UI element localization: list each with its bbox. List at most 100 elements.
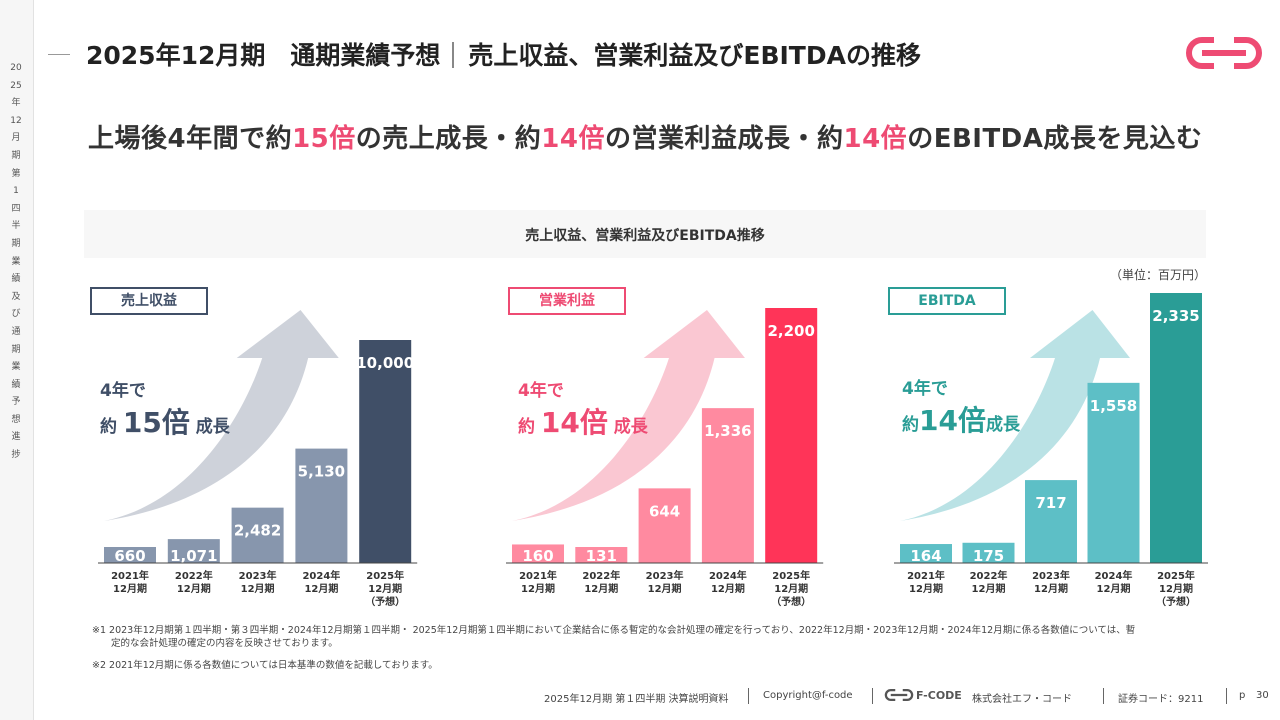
page-title: 2025年12月期 通期業績予想 売上収益、営業利益及びEBITDAの推移 [86, 36, 921, 72]
footnote-2: ※2 2021年12月期に係る各数値については日本基準の数値を記載しております。 [92, 660, 438, 671]
revenue-bar [359, 340, 412, 563]
ebitda-category-label: 12月期 [1034, 582, 1068, 595]
ebitda-chart-label: EBITDA [888, 287, 1006, 315]
revenue-category-label: 2023年 [239, 569, 277, 582]
revenue-value-label: 10,000 [356, 354, 414, 372]
revenue-bar [167, 539, 220, 563]
operating-profit-category-label: 12月期 [648, 582, 682, 595]
revenue-category-label: 2025年 [366, 569, 404, 582]
ebitda-category-label: 2022年 [970, 569, 1008, 582]
headline: 上場後4年間で約15倍の売上成長・約14倍の営業利益成長・約14倍のEBITDA… [88, 118, 1202, 155]
operating-profit-value-label: 644 [649, 502, 680, 520]
growth-multiplier: 15倍 [122, 406, 190, 439]
ebitda-value-label: 1,558 [1090, 397, 1137, 415]
operating-profit-growth-arrow [512, 310, 745, 521]
ebitda-category-label: 12月期 [909, 582, 943, 595]
operating-profit-category-label: 2021年 [519, 569, 557, 582]
operating-profit-bar [701, 408, 754, 563]
ebitda-value-label: 2,335 [1152, 307, 1199, 325]
revenue-bar [104, 547, 156, 563]
ebitda-value-label: 164 [910, 547, 941, 565]
ebitda-bar [962, 542, 1015, 563]
growth-suffix: 成長 [985, 415, 1020, 435]
growth-line-1: 4年で [100, 381, 146, 401]
operating-profit-bar [512, 544, 564, 563]
operating-profit-category-label: 2022年 [582, 569, 620, 582]
sidebar: 2025年12月期 第1四半期業績 及び 通期業績予想進捗 [0, 0, 34, 720]
sidebar-vertical-text: 2025年12月期 第1四半期業績 及び 通期業績予想進捗 [10, 63, 22, 461]
footer-page-prefix: p [1239, 690, 1246, 701]
operating-profit-category-label: 2025年 [772, 569, 810, 582]
headline-text-4: のEBITDA成長を見込む [907, 124, 1203, 154]
footer-separator [1103, 688, 1104, 704]
chart-panel-title: 売上収益、営業利益及びEBITDA推移 [525, 228, 765, 244]
ebitda-bar [1087, 382, 1140, 563]
operating-profit-value-label: 1,336 [704, 422, 751, 440]
headline-text-1: 上場後4年間で約 [88, 124, 293, 154]
unit-label: （単位：百万円） [1110, 268, 1207, 282]
headline-text-2: の売上成長・約 [355, 124, 542, 154]
ebitda-category-label: 2024年 [1095, 569, 1133, 582]
revenue-category-label: 2022年 [175, 569, 213, 582]
growth-suffix: 成長 [189, 417, 230, 437]
growth-prefix: 約 [518, 417, 541, 437]
title-accent-line [48, 54, 70, 55]
ebitda-growth-note: 4年で 約14倍成長 [902, 374, 1020, 439]
footer-stock-code: 証券コード：9211 [1118, 694, 1204, 705]
footer-logo-icon [884, 689, 914, 701]
operating-profit-category-label: 2023年 [646, 569, 684, 582]
page-number: 30 [1256, 690, 1269, 701]
footnote-1: ※1 2023年12月期第１四半期・第３四半期・2024年12月期第１四半期・ … [92, 625, 1136, 636]
ebitda-category-label: 2023年 [1032, 569, 1070, 582]
fcode-logo-icon [1186, 37, 1262, 69]
revenue-category-label: 2024年 [302, 569, 340, 582]
footer-separator [1226, 688, 1227, 704]
ebitda-category-label: 12月期 [1097, 582, 1131, 595]
ebitda-category-label: 2025年 [1157, 569, 1195, 582]
footnote-1-cont: 定的な会計処理の確定の内容を反映させております。 [92, 638, 338, 649]
operating-profit-category-label: 12月期 [584, 582, 618, 595]
growth-multiplier: 14倍 [919, 404, 986, 437]
revenue-bar [231, 507, 284, 563]
footer: 2025年12月期 第１四半期 決算説明資料 Copyright@f-code … [0, 688, 1280, 708]
footer-document: 2025年12月期 第１四半期 決算説明資料 [544, 694, 729, 705]
ebitda-category-label: 12月期 [972, 582, 1006, 595]
headline-highlight-3: 14倍 [843, 124, 908, 154]
operating-profit-value-label: 160 [522, 547, 553, 565]
title-right: 売上収益、営業利益及びEBITDAの推移 [468, 41, 921, 70]
revenue-value-label: 2,482 [234, 522, 281, 540]
operating-profit-value-label: 2,200 [767, 322, 814, 340]
operating-profit-category-label: 12月期 [711, 582, 745, 595]
operating-profit-category-label: （予想） [771, 595, 811, 608]
operating-profit-value-label: 131 [586, 547, 617, 565]
ebitda-bar [1150, 293, 1202, 563]
revenue-category-label: 12月期 [241, 582, 275, 595]
ebitda-category-label: 2021年 [907, 569, 945, 582]
chart-panel-header: 売上収益、営業利益及びEBITDA推移 [84, 210, 1206, 258]
operating-profit-chart-label: 営業利益 [508, 287, 626, 315]
revenue-category-label: 12月期 [113, 582, 147, 595]
ebitda-category-label: （予想） [1156, 595, 1196, 608]
revenue-chart-label: 売上収益 [90, 287, 208, 315]
revenue-category-label: 12月期 [177, 582, 211, 595]
footer-separator [872, 688, 873, 704]
operating-profit-category-label: 2024年 [709, 569, 747, 582]
revenue-value-label: 5,130 [298, 463, 345, 481]
footer-logo-text: F-CODE [916, 689, 962, 702]
footer-separator [748, 688, 749, 704]
revenue-bar [295, 448, 348, 563]
revenue-growth-arrow [104, 310, 339, 521]
revenue-category-label: 12月期 [304, 582, 338, 595]
revenue-category-label: （予想） [365, 595, 405, 608]
title-left: 2025年12月期 通期業績予想 [86, 41, 441, 70]
footer-company: 株式会社エフ・コード [972, 694, 1072, 705]
operating-profit-bar [638, 488, 691, 563]
headline-highlight-1: 15倍 [292, 124, 356, 154]
growth-prefix: 約 [902, 415, 919, 435]
revenue-growth-note: 4年で 約 15倍 成長 [100, 376, 230, 441]
operating-profit-category-label: 12月期 [774, 582, 808, 595]
ebitda-bar [1025, 480, 1077, 563]
revenue-category-label: 12月期 [368, 582, 402, 595]
headline-highlight-2: 14倍 [541, 124, 605, 154]
operating-profit-category-label: 12月期 [521, 582, 555, 595]
